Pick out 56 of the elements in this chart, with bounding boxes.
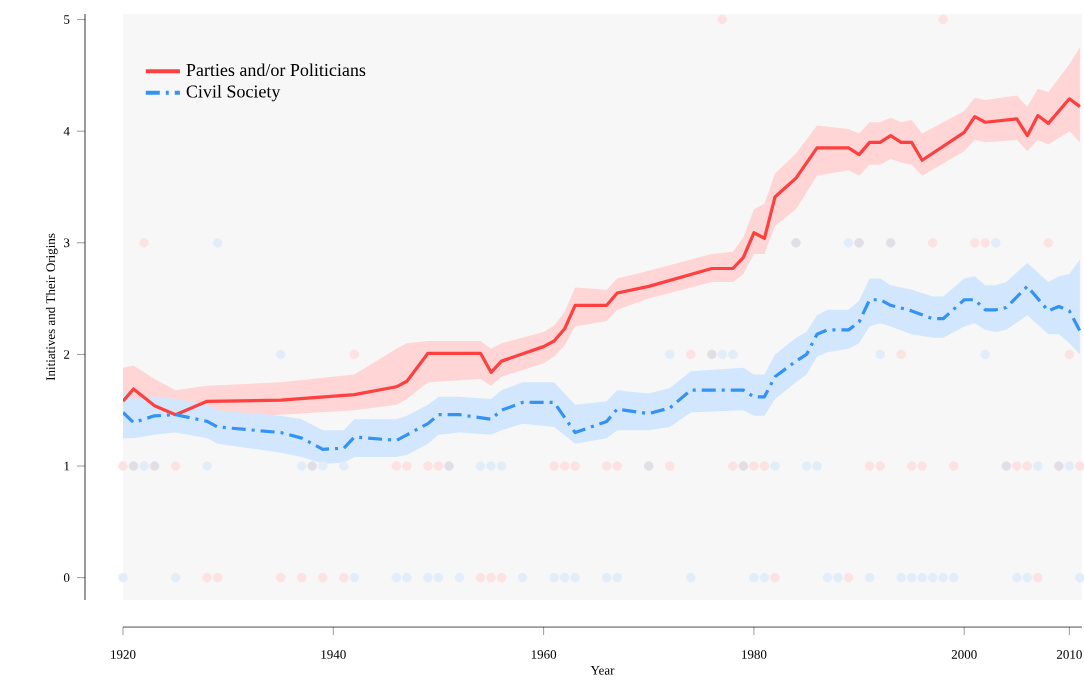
x-tick-label: 2000: [951, 650, 977, 659]
point: [717, 349, 728, 360]
y-tick-label: 0: [63, 573, 70, 583]
point: [128, 461, 139, 471]
legend-label: Civil Society: [186, 84, 281, 102]
point: [643, 461, 654, 471]
point: [1022, 461, 1033, 471]
line-series: [123, 284, 1082, 451]
y-tick-label: 1: [64, 461, 70, 471]
point: [1033, 572, 1043, 583]
point: [717, 14, 728, 25]
point: [317, 461, 328, 471]
point: [738, 461, 749, 471]
point: [833, 572, 843, 583]
point: [759, 461, 770, 471]
point: [885, 238, 896, 248]
point: [843, 238, 854, 248]
point: [1022, 572, 1033, 583]
point: [118, 461, 128, 471]
point: [339, 572, 349, 583]
point: [707, 349, 717, 360]
point: [990, 238, 1001, 248]
point: [791, 238, 801, 248]
point: [938, 14, 948, 25]
x-tick-label: 1980: [742, 650, 767, 659]
y-tick-label: 3: [64, 238, 70, 248]
x-tick-label: 1920: [111, 650, 136, 659]
x-axis-title: Year: [590, 666, 615, 675]
point: [296, 461, 307, 471]
point: [433, 461, 444, 471]
point: [339, 461, 349, 471]
legend-label: Parties and/or Politicians: [186, 63, 366, 77]
point: [759, 572, 770, 583]
point: [307, 461, 318, 471]
y-tick-label: 2: [64, 350, 70, 359]
x-tick-label: 1940: [321, 650, 346, 659]
point: [770, 572, 780, 583]
point: [980, 238, 991, 248]
point: [349, 572, 360, 583]
point: [1012, 461, 1022, 471]
x-tick-label: 1960: [531, 650, 557, 659]
point: [770, 461, 780, 471]
point: [1033, 461, 1043, 471]
point: [854, 238, 864, 248]
point: [444, 461, 454, 471]
y-axis-title: Initiatives and Their Origins: [45, 233, 58, 381]
y-tick-label: 5: [64, 15, 70, 24]
point: [149, 461, 160, 471]
point: [843, 572, 854, 583]
point: [728, 461, 738, 471]
x-tick-label: 2010: [1056, 650, 1082, 659]
point: [118, 572, 128, 583]
point: [749, 461, 759, 471]
y-tick-label: 4: [63, 126, 70, 136]
point: [1054, 461, 1064, 471]
point: [1001, 461, 1012, 471]
